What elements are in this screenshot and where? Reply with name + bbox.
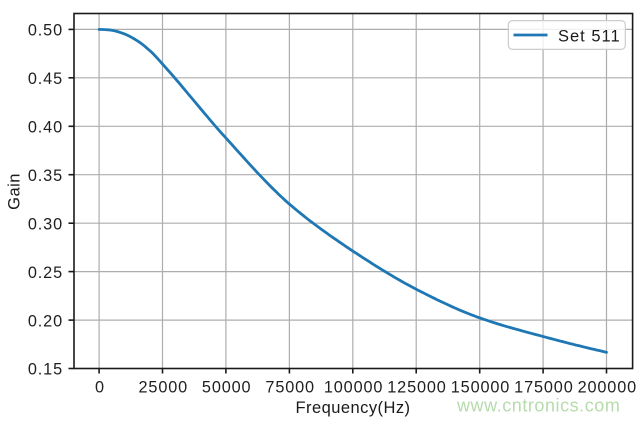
- svg-text:75000: 75000: [265, 379, 315, 397]
- svg-text:Frequency(Hz): Frequency(Hz): [296, 399, 411, 417]
- svg-text:www.cntronics.com: www.cntronics.com: [456, 396, 620, 416]
- svg-text:0.15: 0.15: [28, 361, 63, 379]
- svg-text:150000: 150000: [451, 379, 510, 397]
- svg-text:0.20: 0.20: [28, 312, 63, 330]
- svg-text:175000: 175000: [514, 379, 573, 397]
- svg-text:0: 0: [95, 379, 105, 397]
- svg-text:200000: 200000: [578, 379, 637, 397]
- svg-text:Set 511: Set 511: [558, 27, 621, 45]
- svg-text:50000: 50000: [202, 379, 252, 397]
- svg-text:0.30: 0.30: [28, 215, 63, 233]
- svg-text:25000: 25000: [139, 379, 189, 397]
- svg-text:0.50: 0.50: [28, 22, 63, 40]
- svg-text:Gain: Gain: [6, 173, 24, 210]
- svg-text:0.40: 0.40: [28, 119, 63, 137]
- svg-text:100000: 100000: [324, 379, 383, 397]
- svg-text:125000: 125000: [387, 379, 446, 397]
- svg-text:0.35: 0.35: [28, 167, 63, 185]
- svg-text:0.45: 0.45: [28, 70, 63, 88]
- svg-text:0.25: 0.25: [28, 264, 63, 282]
